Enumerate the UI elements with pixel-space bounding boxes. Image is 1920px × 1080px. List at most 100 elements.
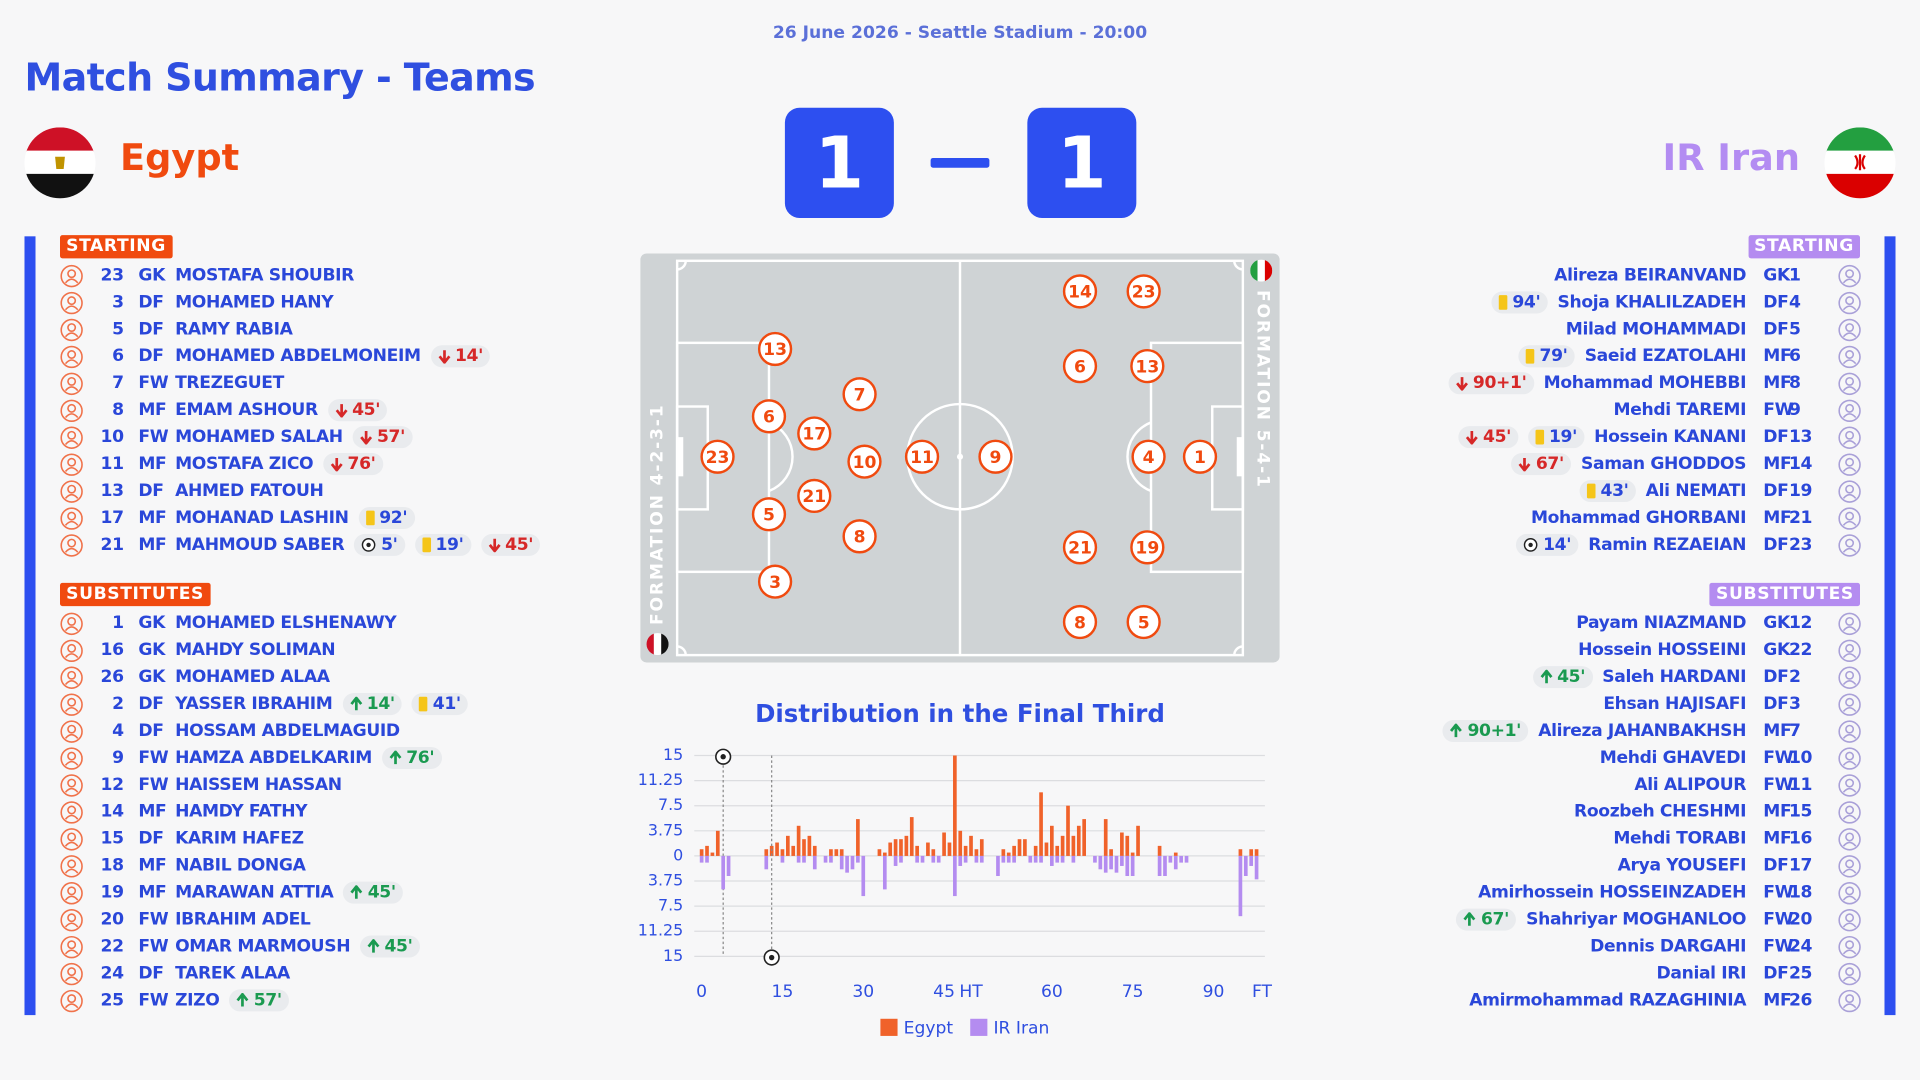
pitch-player <box>1062 274 1098 309</box>
player-name: Alireza JAHANBAKHSH <box>1538 721 1747 741</box>
player-number: 24 <box>1788 936 1813 957</box>
player-row: 11 MF MOSTAFA ZICO 76' <box>60 451 383 478</box>
player-name: KARIM HAFEZ <box>175 828 304 849</box>
player-position: DF <box>1763 535 1789 555</box>
sub-on-icon <box>349 696 362 711</box>
player-name: Amirhossein HOSSEINZADEH <box>1478 882 1747 903</box>
bar <box>775 842 779 856</box>
y-tick-label: 7.5 <box>658 795 683 814</box>
event-on: 14' <box>342 693 403 716</box>
player-name: IBRAHIM ADEL <box>175 909 311 930</box>
event-label: 5' <box>381 535 398 555</box>
player-name: Mehdi TORABI <box>1613 828 1747 849</box>
yellow-card <box>1587 483 1596 499</box>
bar <box>786 835 790 856</box>
player-name: Ehsan HAJISAFI <box>1603 694 1747 714</box>
x-tick-label: 0 <box>696 982 707 1002</box>
player-name: MOSTAFA ZICO <box>175 454 314 474</box>
bar <box>909 817 914 856</box>
player-number: 8 <box>112 400 124 421</box>
player-position: DF <box>1763 292 1789 313</box>
bar <box>699 855 704 863</box>
player-row: Alireza BEIRANVAND GK 1 <box>1554 262 1861 289</box>
pitch-player <box>1062 604 1098 640</box>
bar <box>1023 839 1027 856</box>
event-card: 19' <box>1528 426 1585 449</box>
pitch-player-number: 6 <box>763 408 775 428</box>
player-name: Mehdi TAREMI <box>1613 400 1747 421</box>
bar <box>969 835 973 856</box>
player-number: 10 <box>1788 748 1813 768</box>
player-icon <box>1838 452 1861 476</box>
player-number: 16 <box>100 640 124 661</box>
player-position: FW <box>1763 909 1794 930</box>
player-row: 10 FW MOHAMED SALAH 57' <box>60 424 413 451</box>
player-number: 6 <box>112 346 124 367</box>
yellow-card <box>422 537 431 553</box>
bar <box>1039 855 1043 863</box>
player-icon <box>1838 989 1861 1012</box>
bar <box>1098 855 1103 870</box>
player-position: FW <box>1763 775 1794 795</box>
player-position: MF <box>1763 346 1792 367</box>
player-row: Mohammad GHORBANI MF 21 <box>1531 504 1861 531</box>
bar <box>1184 855 1189 863</box>
player-icon <box>60 399 83 422</box>
player-row: Ali ALIPOUR FW 11 <box>1634 771 1861 798</box>
bar <box>974 855 979 863</box>
y-tick-label: 15 <box>663 946 683 965</box>
player-icon <box>60 533 83 557</box>
bar <box>856 819 860 856</box>
player-row: Ehsan HAJISAFI DF 3 <box>1603 691 1861 718</box>
player-icon <box>1838 827 1861 850</box>
event-label: 90+1' <box>1472 373 1527 394</box>
player-position: FW <box>138 427 169 447</box>
player-position: DF <box>138 828 164 849</box>
chart-title: Distribution in the Final Third <box>755 699 1165 728</box>
player-number: 18 <box>100 855 124 876</box>
player-icon <box>60 854 83 877</box>
bar <box>861 855 866 897</box>
player-name: Arya YOUSEFI <box>1617 855 1747 876</box>
player-number: 24 <box>100 963 124 984</box>
player-row: 26 GK MOHAMED ALAA <box>60 664 330 691</box>
player-position: FW <box>138 936 169 957</box>
bar <box>926 842 930 856</box>
away-mini-flag <box>1250 259 1273 282</box>
away-starting-label: STARTING <box>1747 235 1861 259</box>
bar <box>1130 852 1135 856</box>
player-position: MF <box>138 882 167 903</box>
bar <box>812 855 817 870</box>
bar <box>1249 849 1254 856</box>
player-position: DF <box>1763 855 1789 876</box>
event-off: 90+1' <box>1448 372 1534 395</box>
bar <box>931 849 936 856</box>
player-row: Roozbeh CHESHMI MF 15 <box>1574 798 1861 825</box>
player-row: Mehdi TAREMI FW 9 <box>1614 397 1862 424</box>
bar <box>780 855 785 863</box>
player-position: DF <box>1763 427 1789 447</box>
player-position: GK <box>138 667 166 687</box>
event-label: 45' <box>505 535 534 555</box>
player-icon <box>60 908 83 931</box>
player-row: Mehdi GHAVEDI FW 10 <box>1600 744 1861 771</box>
bar <box>764 849 769 856</box>
player-row: 6 DF MOHAMED ABDELMONEIM 14' <box>60 343 491 370</box>
player-name: Saman GHODDOS <box>1581 454 1747 474</box>
player-number: 12 <box>1788 613 1813 634</box>
player-position: FW <box>1763 400 1794 421</box>
sub-off-icon <box>335 404 348 418</box>
player-row: 17 MF MOHANAD LASHIN 92' <box>60 504 415 531</box>
player-icon <box>1838 264 1861 287</box>
pitch-player <box>842 377 877 412</box>
event-off: 45' <box>327 399 388 422</box>
player-icon <box>60 425 83 449</box>
bar <box>1120 832 1124 856</box>
bar <box>839 855 844 870</box>
pitch-player <box>700 439 735 474</box>
player-number: 4 <box>1788 292 1801 313</box>
bar <box>699 849 704 856</box>
x-tick-label: 45 <box>933 982 955 1002</box>
bar <box>1033 845 1038 856</box>
